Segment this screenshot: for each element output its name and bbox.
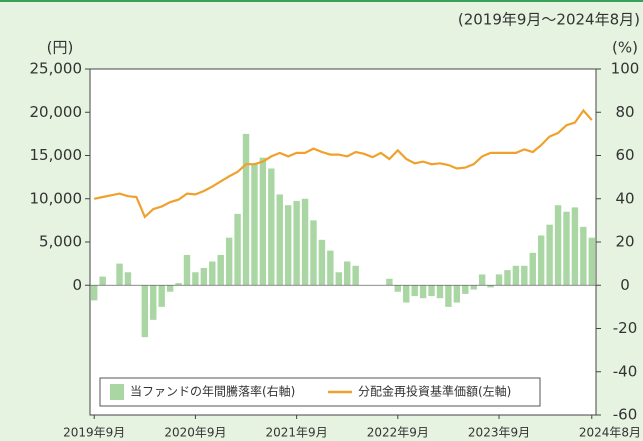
bar bbox=[318, 239, 326, 286]
bar bbox=[537, 235, 545, 286]
x-tick-label: 2024年8月 bbox=[579, 426, 641, 440]
bar bbox=[141, 285, 149, 338]
bar bbox=[563, 211, 570, 286]
bar bbox=[487, 285, 494, 288]
bar bbox=[217, 254, 224, 286]
bar bbox=[529, 252, 536, 286]
y-tick-label: 20,000 bbox=[30, 103, 83, 121]
legend-label: 当ファンドの年間騰落率(右軸) bbox=[130, 384, 295, 399]
bar bbox=[99, 276, 106, 286]
legend-box bbox=[99, 377, 541, 407]
bar bbox=[428, 285, 435, 297]
x-tick-label: 2021年9月 bbox=[266, 426, 328, 440]
bar bbox=[310, 220, 317, 286]
y2-tick-label: 100 bbox=[611, 60, 640, 78]
bar bbox=[183, 254, 191, 286]
bar bbox=[436, 285, 444, 299]
x-tick-label: 2022年9月 bbox=[367, 426, 429, 440]
bar bbox=[259, 157, 267, 286]
bar bbox=[192, 272, 199, 286]
bar bbox=[344, 261, 351, 286]
legend-label: 分配金再投資基準価額(左軸) bbox=[358, 384, 511, 399]
bar bbox=[175, 283, 182, 286]
bar bbox=[445, 285, 452, 307]
bar bbox=[301, 198, 309, 286]
y2-tick-label: 80 bbox=[615, 103, 634, 121]
y2-tick-label: 40 bbox=[615, 189, 634, 207]
bar bbox=[200, 267, 208, 286]
bar bbox=[327, 250, 334, 286]
bar bbox=[242, 133, 250, 286]
bar bbox=[124, 272, 132, 286]
legend-swatch bbox=[110, 384, 124, 400]
bar bbox=[386, 278, 393, 286]
bar bbox=[554, 205, 562, 286]
y-tick-label: 0 bbox=[72, 276, 82, 294]
bar bbox=[234, 213, 241, 286]
y2-tick-label: 0 bbox=[620, 276, 630, 294]
bar bbox=[411, 285, 418, 297]
bar bbox=[462, 285, 469, 294]
bar bbox=[166, 285, 174, 292]
bar bbox=[116, 263, 123, 286]
x-tick-label: 2023年9月 bbox=[468, 426, 530, 440]
bar bbox=[495, 274, 503, 286]
bar bbox=[478, 274, 486, 286]
bar bbox=[284, 205, 292, 286]
bar bbox=[512, 265, 520, 286]
y-tick-label: 15,000 bbox=[30, 146, 83, 164]
plot-area bbox=[89, 68, 597, 416]
y2-tick-label: -20 bbox=[613, 319, 638, 337]
line bbox=[93, 108, 593, 219]
y2-tick-label: 20 bbox=[615, 233, 634, 251]
bar bbox=[588, 237, 595, 286]
bar bbox=[394, 285, 402, 292]
legend: 当ファンドの年間騰落率(右軸) 分配金再投資基準価額(左軸) bbox=[99, 377, 541, 407]
x-tick-label: 2020年9月 bbox=[164, 426, 226, 440]
bar bbox=[352, 265, 359, 286]
bar bbox=[419, 285, 427, 299]
bar bbox=[504, 270, 511, 286]
y2-tick-label: 60 bbox=[615, 146, 634, 164]
bar bbox=[546, 224, 553, 286]
bar bbox=[571, 207, 579, 286]
bar bbox=[251, 164, 258, 286]
bar bbox=[225, 237, 233, 286]
y-tick-label: 5,000 bbox=[39, 233, 82, 251]
y-tick-label: 10,000 bbox=[30, 189, 83, 207]
y2-tick-label: -40 bbox=[613, 362, 638, 380]
bar bbox=[91, 285, 98, 301]
y2-tick-label: -60 bbox=[613, 406, 638, 424]
y-tick-label: 25,000 bbox=[30, 60, 83, 78]
bar bbox=[403, 285, 410, 303]
bar bbox=[335, 272, 342, 286]
bar bbox=[521, 265, 528, 286]
bar bbox=[580, 226, 587, 286]
y-axis-unit: (円) bbox=[47, 39, 74, 57]
subtitle: (2019年9月～2024年8月) bbox=[458, 11, 640, 29]
bar bbox=[276, 194, 283, 286]
bar bbox=[470, 285, 477, 290]
bar bbox=[209, 261, 216, 286]
x-tick-label: 2019年9月 bbox=[63, 426, 125, 440]
bar bbox=[293, 200, 300, 286]
bar bbox=[453, 285, 461, 303]
bar bbox=[150, 285, 157, 320]
bar bbox=[268, 168, 275, 286]
bar bbox=[158, 285, 165, 307]
y2-axis-unit: (%) bbox=[612, 39, 638, 57]
